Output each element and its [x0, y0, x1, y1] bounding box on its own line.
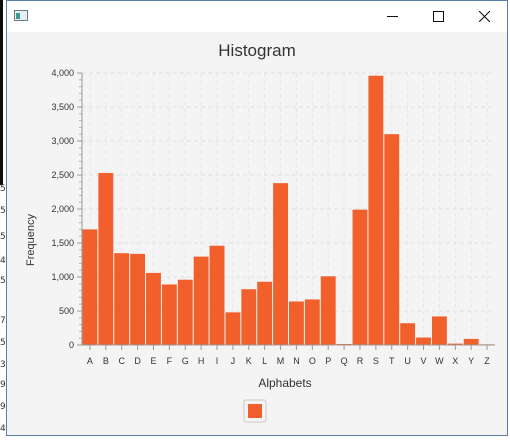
bar-s [368, 75, 384, 345]
bar-n [289, 301, 304, 345]
x-tick-label: Z [484, 356, 490, 366]
y-tick-label: 1,000 [51, 272, 74, 282]
y-tick-label: 2,500 [51, 170, 74, 180]
x-tick-label: E [150, 356, 156, 366]
bar-i [209, 245, 225, 345]
close-icon [478, 11, 490, 22]
x-tick-label: O [309, 356, 316, 366]
x-tick-label: V [421, 356, 427, 366]
minimize-button[interactable] [369, 1, 415, 32]
bar-c [114, 253, 130, 345]
background-digit: 7 [0, 316, 6, 326]
x-tick-label: Q [341, 356, 348, 366]
bar-q [336, 343, 352, 345]
y-tick-label: 1,500 [51, 238, 74, 248]
background-digit: 5 [0, 184, 6, 194]
x-tick-label: A [87, 356, 93, 366]
y-axis-label: Frequency [25, 214, 37, 266]
bar-l [257, 281, 273, 345]
x-tick-label: H [198, 356, 205, 366]
bar-o [304, 299, 320, 345]
histogram-chart: Histogram 0 500 1,000 1,500 2,000 2,500 3,000 3… [25, 41, 495, 423]
background-digit: 5 [0, 338, 6, 348]
x-tick-label: I [216, 356, 219, 366]
y-tick-label: 500 [59, 306, 74, 316]
x-tick-label: G [182, 356, 189, 366]
bar-w [431, 316, 447, 345]
bar-r [352, 209, 368, 345]
x-tick-label: R [357, 356, 364, 366]
x-tick-label: C [118, 356, 125, 366]
x-tick-label: W [435, 356, 444, 366]
x-tick-label: P [325, 356, 331, 366]
bar-t [384, 134, 400, 345]
background-dark-strip [0, 0, 3, 185]
y-axis-ticks: 0 500 1,000 1,500 2,000 2,500 3,000 3,500 4,000 [51, 68, 82, 350]
background-digit: 5 [0, 232, 6, 242]
bar-g [177, 279, 193, 345]
x-tick-label: T [389, 356, 395, 366]
y-tick-label: 3,500 [51, 102, 74, 112]
y-tick-label: 2,000 [51, 204, 74, 214]
y-tick-label: 4,000 [51, 68, 74, 78]
bar-b [98, 172, 114, 345]
background-digit: 3 [0, 360, 6, 370]
histogram-window: Histogram 0 500 1,000 1,500 2,000 2,500 3,000 3… [6, 0, 508, 436]
bars-group [82, 75, 495, 345]
x-tick-label: F [167, 356, 173, 366]
x-tick-label: J [231, 356, 236, 366]
close-button[interactable] [461, 1, 507, 32]
y-tick-label: 0 [69, 340, 74, 350]
background-digit: 4 [0, 424, 6, 434]
x-tick-label: U [404, 356, 411, 366]
background-digit: 9 [0, 380, 6, 390]
bar-f [161, 284, 177, 345]
title-bar[interactable] [7, 1, 507, 32]
background-window-edge: 5 5 5 4 5 7 5 3 9 9 4 [0, 0, 6, 437]
background-digit: 4 [0, 256, 6, 266]
legend-swatch [248, 404, 262, 418]
x-tick-label: B [103, 356, 109, 366]
bar-e [146, 272, 161, 345]
background-digit: 9 [0, 402, 6, 412]
java-app-icon[interactable] [14, 10, 28, 21]
maximize-icon [432, 11, 444, 22]
bar-k [241, 289, 257, 345]
x-tick-label: L [262, 356, 267, 366]
x-tick-label: N [293, 356, 300, 366]
bar-u [400, 323, 416, 345]
bar-d [130, 253, 146, 345]
x-axis-label: Alphabets [258, 376, 311, 390]
bar-v [416, 337, 431, 345]
x-tick-label: K [246, 356, 252, 366]
x-tick-label: Y [468, 356, 474, 366]
chart-area: Histogram 0 500 1,000 1,500 2,000 2,500 3,000 3… [7, 32, 507, 435]
x-tick-label: M [277, 356, 285, 366]
x-tick-label: D [134, 356, 141, 366]
minimize-icon [386, 16, 398, 17]
maximize-button[interactable] [415, 1, 461, 32]
bar-j [225, 312, 241, 345]
background-digit: 5 [0, 276, 6, 286]
bar-a [82, 229, 98, 345]
y-tick-label: 3,000 [51, 136, 74, 146]
background-digit: 5 [0, 206, 6, 216]
x-tick-label: X [452, 356, 458, 366]
bar-x [447, 343, 463, 345]
chart-title: Histogram [218, 41, 295, 60]
bar-p [320, 276, 336, 345]
bar-m [273, 183, 288, 345]
bar-y [463, 338, 479, 345]
x-tick-label: S [373, 356, 379, 366]
bar-h [193, 256, 209, 345]
